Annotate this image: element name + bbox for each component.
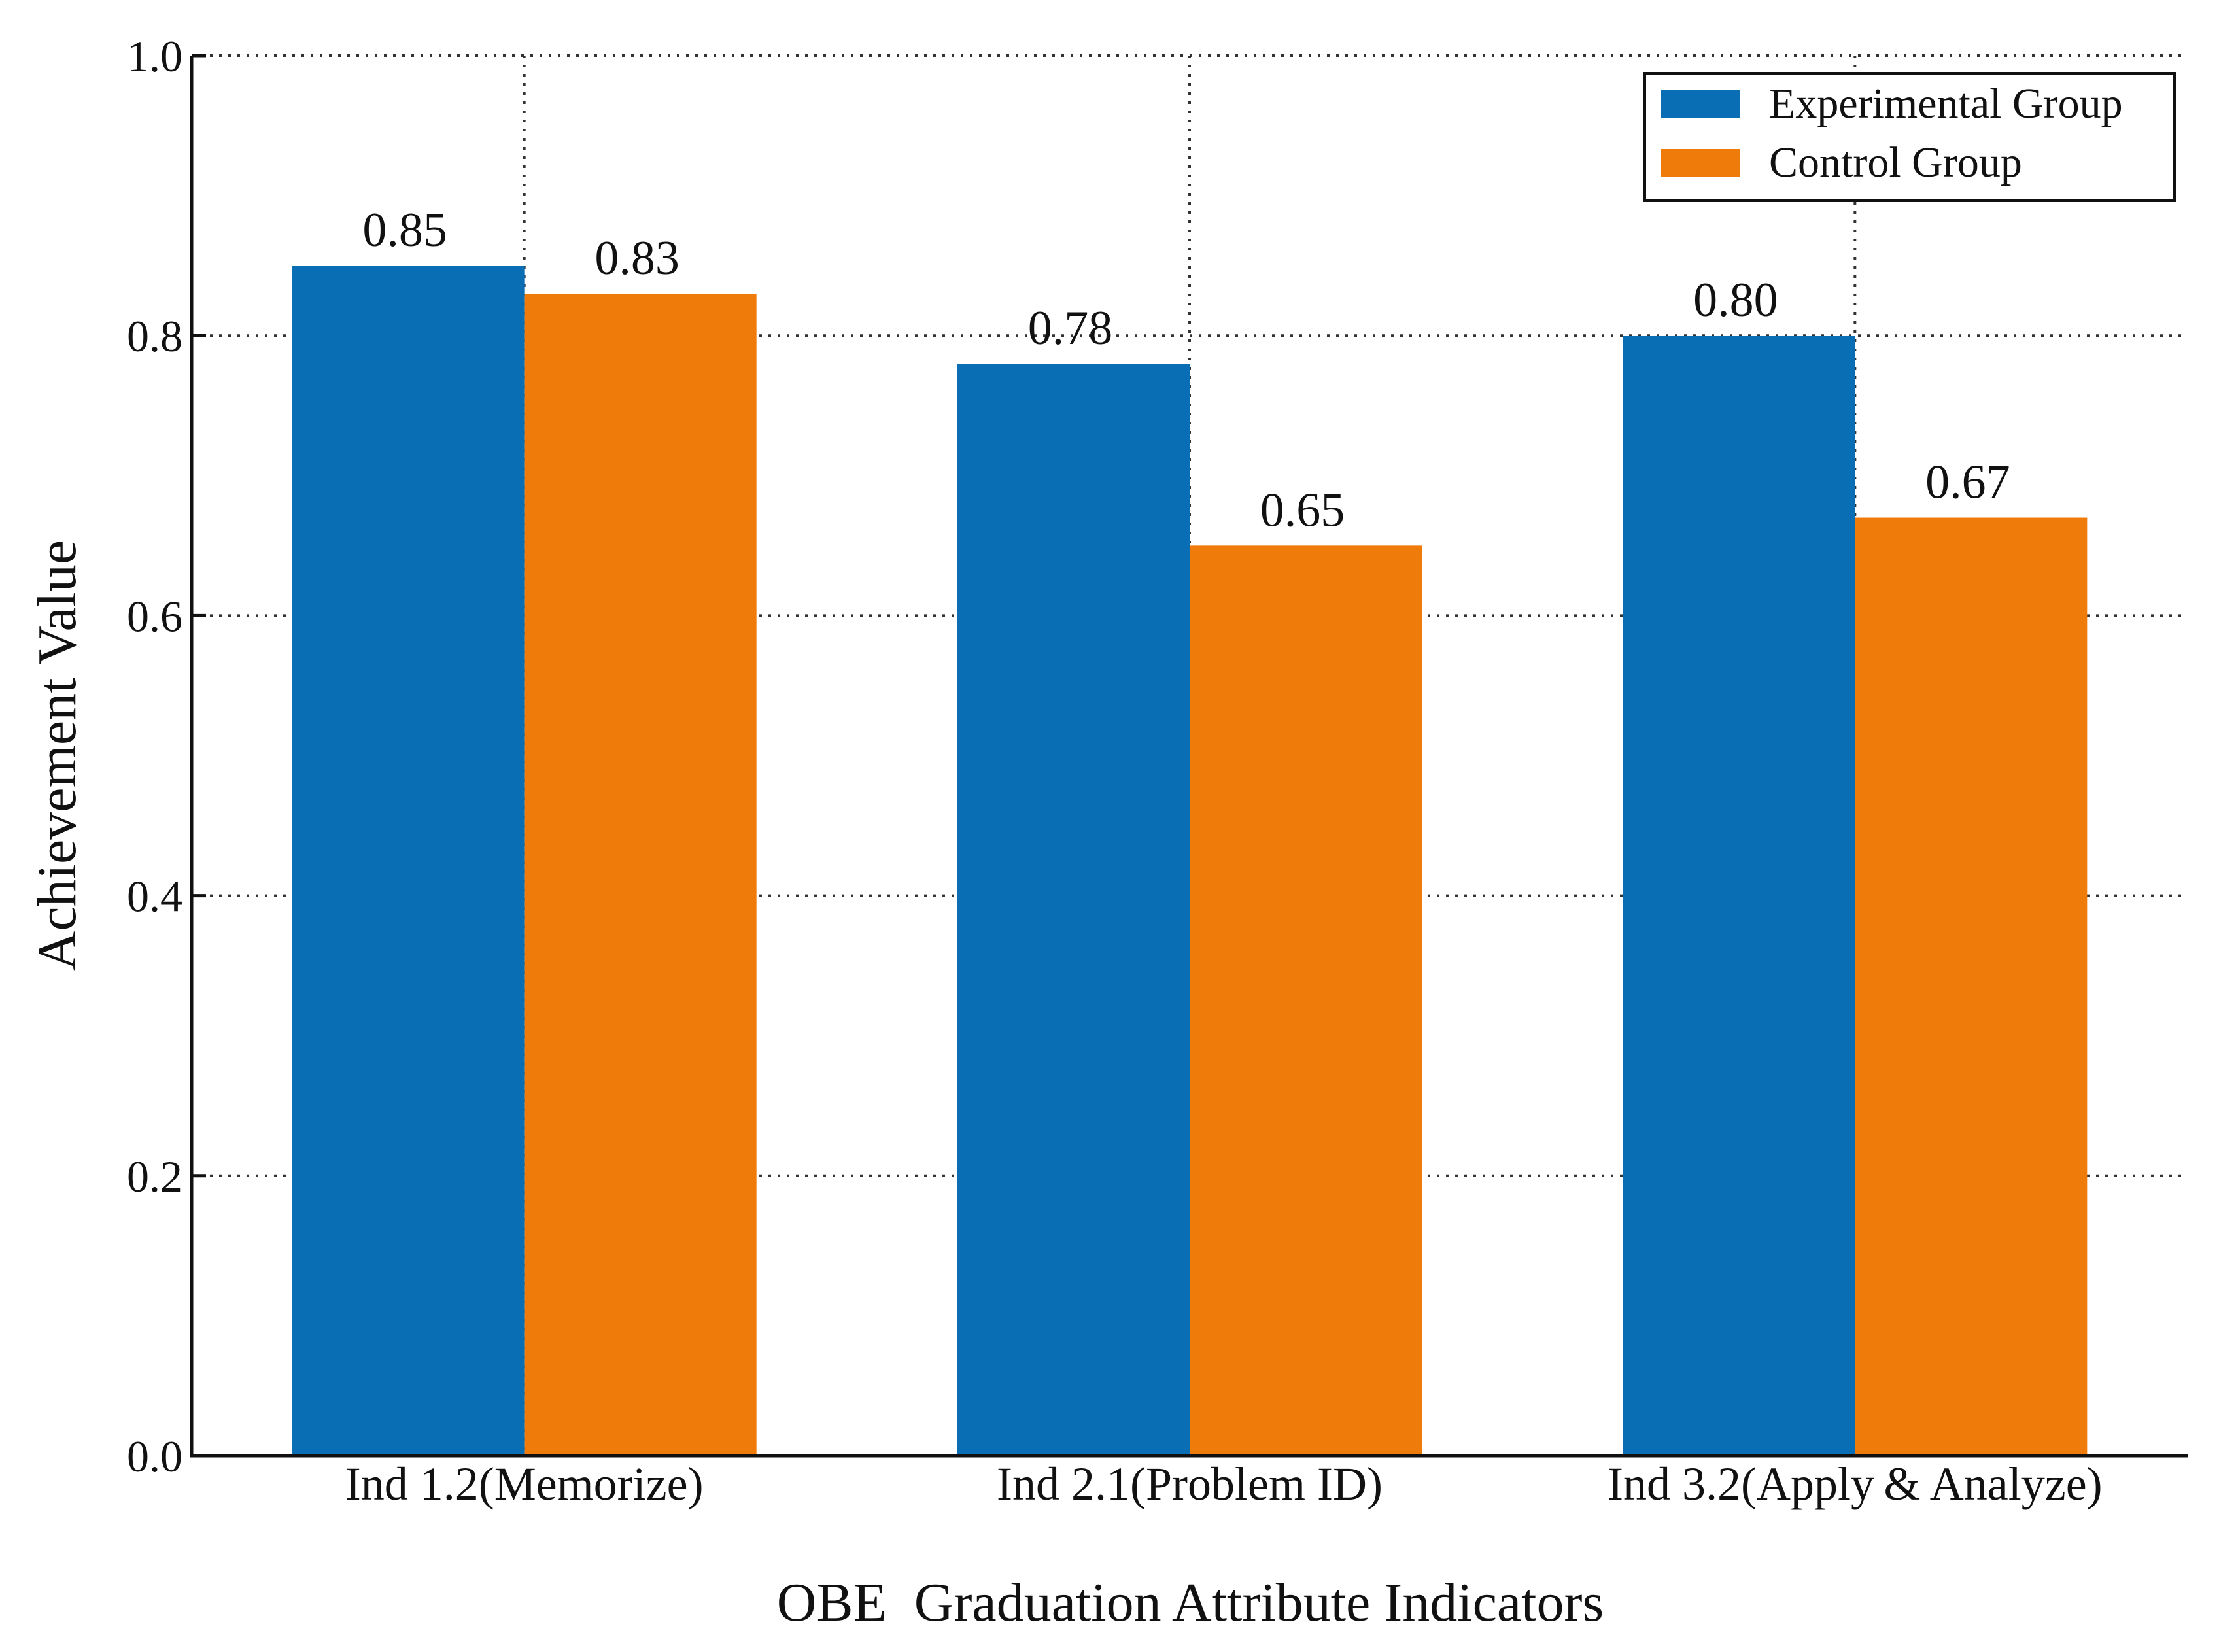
data-label: 0.67 [1925, 456, 2010, 509]
y-ticks: 0.0 0.2 0.4 0.6 0.8 1.0 [127, 31, 206, 1481]
x-tick-label: Ind 3.2(Apply & Analyze) [1608, 1458, 2103, 1510]
bar-experimental [957, 364, 1190, 1456]
data-label: 0.78 [1028, 301, 1113, 355]
y-tick-label: 0.0 [127, 1432, 182, 1481]
legend: Experimental Group Control Group [1643, 72, 2176, 202]
axes [190, 56, 2188, 1458]
data-label: 0.83 [594, 232, 679, 285]
bars [292, 266, 2088, 1456]
legend-swatch [1661, 90, 1740, 118]
x-axis-title: OBE Graduation Attribute Indicators [777, 1572, 1604, 1633]
bar-control [1190, 545, 1422, 1456]
y-axis-title: Achievement Value [27, 540, 88, 971]
legend-label: Control Group [1769, 139, 2022, 186]
y-tick-label: 0.4 [127, 872, 182, 921]
data-label: 0.85 [362, 203, 447, 257]
y-tick-label: 0.8 [127, 311, 182, 361]
bar-control [1855, 517, 2088, 1456]
y-tick-label: 0.6 [127, 591, 182, 641]
x-tick-label: Ind 2.1(Problem ID) [997, 1458, 1383, 1510]
legend-swatch [1661, 149, 1740, 177]
bar-control [524, 293, 757, 1456]
x-tick-label: Ind 1.2(Memorize) [345, 1458, 704, 1510]
y-tick-label: 0.2 [127, 1152, 182, 1201]
bar-experimental [1623, 336, 1855, 1456]
bar-experimental [292, 266, 525, 1456]
data-label: 0.80 [1693, 273, 1778, 327]
data-label: 0.65 [1260, 483, 1345, 537]
legend-label: Experimental Group [1769, 80, 2123, 128]
y-tick-label: 1.0 [127, 31, 182, 81]
x-tick-labels: Ind 1.2(Memorize) Ind 2.1(Problem ID) Ind … [345, 1458, 2103, 1510]
data-labels: 0.85 0.83 0.78 0.65 0.80 0.67 [362, 203, 2010, 537]
